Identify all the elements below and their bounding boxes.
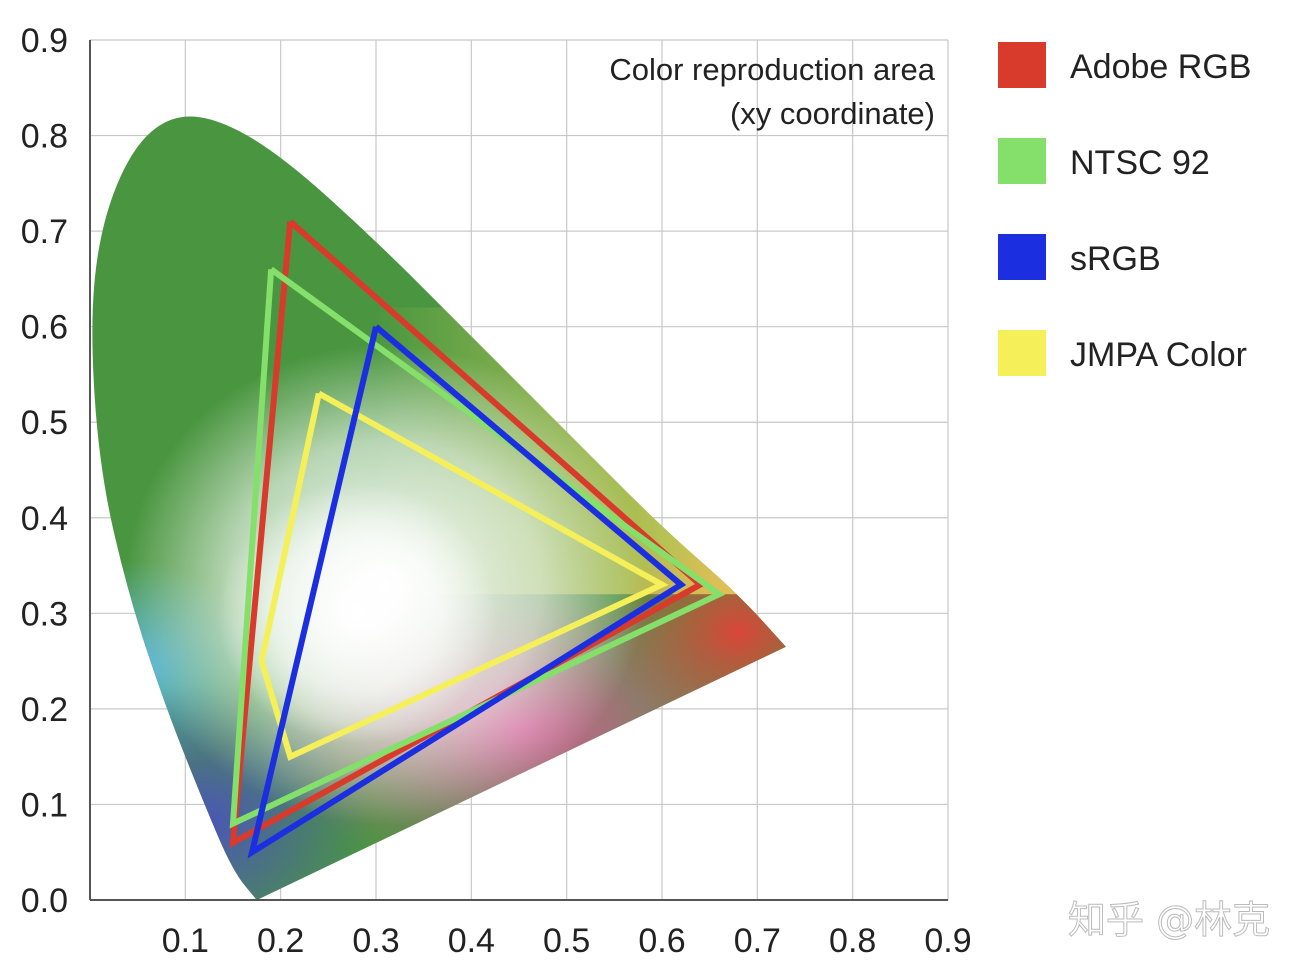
y-tick-label: 0.8 xyxy=(21,118,68,156)
y-tick-label: 0.4 xyxy=(21,500,68,538)
gamut-triangles xyxy=(229,219,726,859)
x-tick-label: 0.9 xyxy=(924,922,971,960)
x-tick-label: 0.6 xyxy=(638,922,685,960)
legend-swatch-adobe-rgb xyxy=(998,42,1046,88)
watermark: 知乎 @林克 xyxy=(1068,898,1270,942)
y-tick-label: 0.9 xyxy=(21,22,68,60)
y-tick-label: 0.5 xyxy=(21,404,68,442)
gamut-srgb xyxy=(247,324,687,859)
legend-swatch-ntsc-92 xyxy=(998,138,1046,184)
legend-label-srgb: sRGB xyxy=(1070,240,1161,278)
y-tick-label: 0.0 xyxy=(21,882,68,920)
annotation-line-2: (xy coordinate) xyxy=(730,96,935,131)
gamut-jmpa-color xyxy=(258,390,669,761)
annotation-line-1: Color reproduction area xyxy=(609,52,935,87)
annotation: Color reproduction area (xy coordinate) xyxy=(609,52,935,131)
tick-labels: 0.1 0.2 0.3 0.4 0.5 0.6 0.7 0.8 0.9 0.9 0.8 0.7 0.6 0… xyxy=(21,22,972,960)
legend-label-adobe-rgb: Adobe RGB xyxy=(1070,48,1251,86)
y-tick-label: 0.1 xyxy=(21,786,68,824)
x-tick-label: 0.7 xyxy=(734,922,781,960)
y-tick-label: 0.6 xyxy=(21,309,68,347)
y-tick-label: 0.7 xyxy=(21,213,68,251)
legend: Adobe RGB NTSC 92 sRGB JMPA Color xyxy=(998,42,1251,376)
y-tick-label: 0.3 xyxy=(21,595,68,633)
x-tick-label: 0.5 xyxy=(543,922,590,960)
spectral-locus xyxy=(92,116,786,900)
x-tick-label: 0.8 xyxy=(829,922,876,960)
gamut-ntsc-92 xyxy=(229,266,726,829)
legend-swatch-jmpa-color xyxy=(998,330,1046,376)
legend-label-jmpa-color: JMPA Color xyxy=(1070,336,1247,374)
x-tick-label: 0.4 xyxy=(448,922,495,960)
x-tick-label: 0.2 xyxy=(257,922,304,960)
axes xyxy=(89,40,948,901)
y-tick-label: 0.2 xyxy=(21,691,68,729)
legend-label-ntsc-92: NTSC 92 xyxy=(1070,144,1210,182)
x-tick-label: 0.1 xyxy=(162,922,209,960)
legend-swatch-srgb xyxy=(998,234,1046,280)
x-tick-label: 0.3 xyxy=(352,922,399,960)
